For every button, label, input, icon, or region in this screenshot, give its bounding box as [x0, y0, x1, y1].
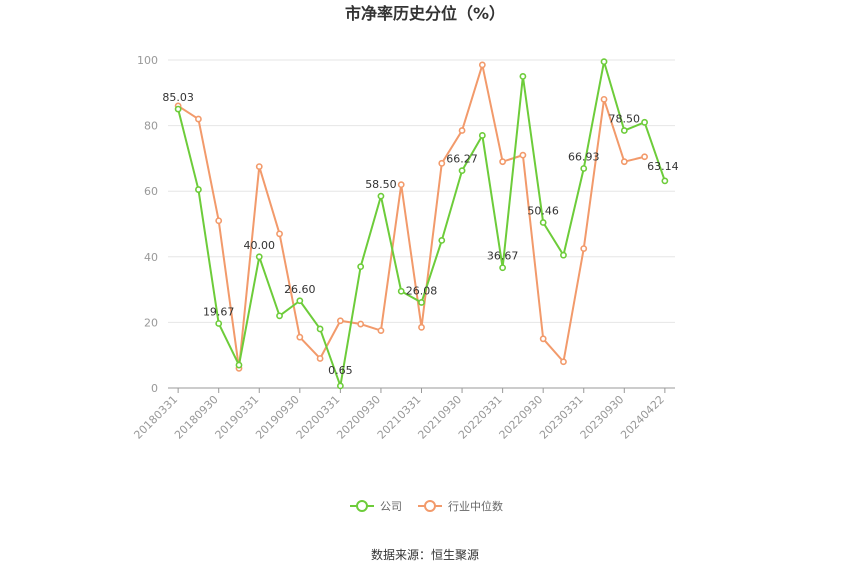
data-point-1: [560, 358, 567, 366]
data-labels: 85.03 19.67 40.00 26.60 0.65 58.50 26.08 66.27 3…: [162, 91, 678, 377]
data-point-1: [377, 327, 385, 334]
legend[interactable]: 公司 行业中位数: [350, 499, 503, 513]
data-point-1: [316, 355, 324, 362]
data-point-0: [296, 297, 304, 305]
data-point-1: [357, 320, 365, 328]
data-point-1: [539, 335, 547, 343]
data-point-1: [458, 127, 466, 134]
data-label: 50.46: [527, 204, 559, 217]
legend-label: 公司: [380, 500, 402, 513]
data-point-0: [620, 127, 628, 134]
y-tick-label: 60: [144, 185, 158, 198]
legend-label: 行业中位数: [448, 499, 503, 513]
data-point-0: [215, 320, 223, 327]
data-point-1: [600, 95, 608, 103]
data-label: 66.27: [446, 153, 478, 166]
legend-item-0[interactable]: 公司: [350, 500, 402, 513]
y-tick-label: 40: [144, 251, 158, 264]
series-lines: [177, 60, 666, 387]
data-point-0: [174, 105, 182, 113]
x-axis: 2018033120180930201903312019093020200331…: [131, 387, 675, 442]
data-label: 26.60: [284, 283, 316, 296]
data-point-0: [255, 253, 263, 261]
data-point-0: [458, 167, 466, 175]
data-point-0: [641, 118, 648, 126]
data-label: 85.03: [162, 91, 194, 104]
data-point-1: [397, 181, 405, 189]
y-tick-label: 100: [137, 54, 158, 67]
data-label: 40.00: [244, 239, 276, 252]
data-point-0: [539, 219, 547, 226]
data-point-1: [499, 158, 507, 166]
y-tick-label: 0: [151, 382, 158, 395]
legend-swatch-marker: [356, 500, 368, 512]
data-point-1: [438, 159, 446, 167]
data-point-1: [519, 151, 527, 159]
data-point-1: [276, 230, 283, 238]
data-point-0: [580, 165, 588, 172]
data-label: 63.14: [647, 160, 679, 173]
data-point-0: [336, 382, 344, 390]
legend-swatch-marker: [424, 500, 436, 512]
data-point-0: [357, 263, 365, 271]
data-point-0: [377, 192, 385, 200]
data-point-0: [195, 186, 202, 193]
data-point-0: [276, 312, 283, 320]
x-tick-label: 20240422: [618, 393, 667, 442]
data-point-1: [195, 115, 202, 123]
data-label: 36.67: [487, 250, 519, 263]
data-point-0: [397, 287, 405, 295]
data-point-0: [235, 361, 243, 369]
series-points: [174, 58, 669, 390]
data-point-0: [499, 264, 507, 272]
data-point-0: [560, 251, 567, 259]
data-point-1: [620, 158, 628, 166]
series-line-0: [177, 60, 666, 387]
y-tick-label: 20: [144, 316, 158, 329]
data-point-0: [438, 236, 446, 244]
data-point-1: [336, 317, 344, 325]
data-point-0: [478, 132, 486, 139]
data-point-1: [580, 245, 588, 252]
grid: [168, 59, 675, 323]
data-point-0: [418, 299, 425, 306]
data-label: 19.67: [203, 305, 235, 318]
y-tick-label: 80: [144, 120, 158, 133]
data-point-1: [478, 61, 486, 69]
data-point-0: [600, 58, 608, 66]
y-axis: 0 20 40 60 80 100: [137, 54, 158, 395]
data-label: 66.93: [568, 150, 600, 163]
data-point-0: [661, 177, 669, 185]
data-label: 26.08: [406, 284, 438, 297]
data-label: 58.50: [365, 178, 397, 191]
source-note: 数据来源：恒生聚源: [371, 547, 479, 562]
series-line-1: [177, 63, 645, 370]
data-label: 0.65: [328, 364, 353, 377]
data-point-0: [316, 325, 324, 333]
data-point-0: [519, 73, 527, 80]
chart-title: 市净率历史分位（%）: [345, 4, 505, 23]
data-point-1: [255, 163, 263, 170]
legend-item-1[interactable]: 行业中位数: [418, 499, 503, 513]
data-point-1: [641, 153, 648, 161]
data-label: 78.50: [609, 113, 641, 126]
data-point-1: [418, 323, 425, 331]
data-point-1: [215, 217, 223, 225]
data-point-1: [296, 333, 304, 341]
